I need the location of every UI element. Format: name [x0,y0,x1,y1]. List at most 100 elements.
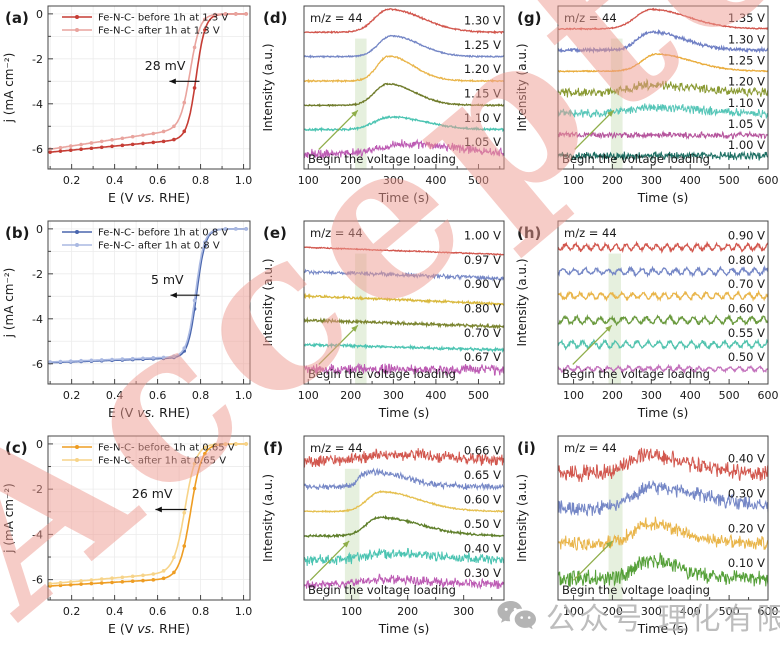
svg-text:Time (s): Time (s) [637,621,689,636]
svg-text:0.40 V: 0.40 V [464,542,501,556]
svg-text:Fe-N-C- before 1h at 0.8 V: Fe-N-C- before 1h at 0.8 V [98,228,228,239]
svg-text:Intensity (a.u.): Intensity (a.u.) [261,259,275,347]
svg-text:0.70 V: 0.70 V [728,277,765,291]
svg-text:100: 100 [298,174,319,187]
svg-text:Begin the voltage loading: Begin the voltage loading [308,367,456,381]
svg-text:300: 300 [641,605,662,618]
svg-text:300: 300 [641,389,662,402]
svg-text:-2: -2 [32,483,43,496]
svg-text:100: 100 [563,174,584,187]
svg-text:Intensity (a.u.): Intensity (a.u.) [261,44,275,132]
svg-text:(i): (i) [517,439,536,457]
svg-text:0.2: 0.2 [63,605,81,618]
svg-text:E (V vs. RHE): E (V vs. RHE) [108,405,190,420]
panel-f-chart: 0.66 V 0.65 V 0.60 V 0.50 V 0.40 V 0.30 V 100 2… [261,435,505,636]
svg-text:0.65 V: 0.65 V [464,468,501,482]
svg-text:j (mA cm⁻²): j (mA cm⁻²) [2,483,16,554]
svg-text:400: 400 [680,174,701,187]
svg-text:m/z = 44: m/z = 44 [564,441,617,455]
svg-text:-2: -2 [32,53,43,66]
svg-text:0.67 V: 0.67 V [464,350,501,364]
svg-text:0.8: 0.8 [192,605,210,618]
svg-text:28 mV: 28 mV [145,58,186,73]
svg-text:0.60 V: 0.60 V [464,493,501,507]
panel-h: 0.90 V 0.80 V 0.70 V 0.60 V 0.55 V 0.50 V 100 2… [512,215,780,430]
svg-text:1.15 V: 1.15 V [464,86,501,100]
svg-text:-2: -2 [32,268,43,281]
svg-text:0.80 V: 0.80 V [728,253,765,267]
svg-text:Time (s): Time (s) [378,190,430,205]
svg-text:Time (s): Time (s) [378,621,430,636]
svg-text:1.30 V: 1.30 V [728,32,765,46]
svg-text:0.6: 0.6 [149,389,167,402]
svg-text:200: 200 [602,389,623,402]
svg-text:0.4: 0.4 [106,389,124,402]
panel-a: 0.2 0.4 0.6 0.8 1.0 -6 -4 -2 0 E (V vs. RHE) j (mA… [0,0,258,215]
panel-b-chart: 0.2 0.4 0.6 0.8 1.0 -6 -4 -2 0 E (V vs. RHE) j (mA… [2,220,253,420]
svg-text:200: 200 [397,605,418,618]
svg-text:400: 400 [680,389,701,402]
svg-text:0.50 V: 0.50 V [464,517,501,531]
panel-f: 0.66 V 0.65 V 0.60 V 0.50 V 0.40 V 0.30 V 100 2… [258,430,512,646]
svg-text:1.10 V: 1.10 V [728,96,765,110]
svg-text:0.6: 0.6 [149,174,167,187]
panel-g: 1.35 V 1.30 V 1.25 V 1.20 V 1.10 V 1.05 V 1.00… [512,0,780,215]
svg-text:300: 300 [641,174,662,187]
svg-text:E (V vs. RHE): E (V vs. RHE) [108,190,190,205]
svg-text:-4: -4 [32,98,43,111]
panel-i: 0.40 V 0.30 V 0.20 V 0.10 V 100 200 300 400 500 6… [512,430,780,646]
panel-e: 1.00 V 0.97 V 0.90 V 0.80 V 0.70 V 0.67 V 100 2… [258,215,512,430]
panel-e-chart: 1.00 V 0.97 V 0.90 V 0.80 V 0.70 V 0.67 V 100 2… [261,220,505,420]
svg-text:0.8: 0.8 [192,174,210,187]
svg-text:-6: -6 [32,358,43,371]
svg-text:-6: -6 [32,143,43,156]
svg-text:1.30 V: 1.30 V [464,13,501,27]
svg-text:1.05 V: 1.05 V [728,117,765,131]
svg-text:0.2: 0.2 [63,174,81,187]
svg-text:0: 0 [36,223,43,236]
svg-text:m/z = 44: m/z = 44 [564,11,617,25]
svg-text:200: 200 [602,605,623,618]
svg-text:1.0: 1.0 [235,389,253,402]
svg-text:m/z = 44: m/z = 44 [564,226,617,240]
svg-text:0.10 V: 0.10 V [728,556,765,570]
svg-text:0.30 V: 0.30 V [464,566,501,580]
svg-text:(g): (g) [517,9,541,27]
svg-text:Fe-N-C- before 1h at 1.3 V: Fe-N-C- before 1h at 1.3 V [98,13,228,24]
svg-text:0.90 V: 0.90 V [728,228,765,242]
svg-text:0.20 V: 0.20 V [728,521,765,535]
svg-text:0.4: 0.4 [106,605,124,618]
svg-text:(h): (h) [517,224,541,242]
svg-text:200: 200 [340,174,361,187]
svg-text:0.66 V: 0.66 V [464,444,501,458]
svg-text:0.2: 0.2 [63,389,81,402]
svg-text:Intensity (a.u.): Intensity (a.u.) [261,474,275,562]
panel-h-chart: 0.90 V 0.80 V 0.70 V 0.60 V 0.55 V 0.50 V 100 2… [515,220,779,420]
svg-text:0.50 V: 0.50 V [728,350,765,364]
svg-text:Begin the voltage loading: Begin the voltage loading [308,152,456,166]
svg-text:E (V vs. RHE): E (V vs. RHE) [108,621,190,636]
svg-text:5 mV: 5 mV [151,272,184,287]
svg-text:(d): (d) [263,9,287,27]
svg-text:100: 100 [563,605,584,618]
svg-text:Begin the voltage loading: Begin the voltage loading [308,583,456,597]
svg-text:0: 0 [36,438,43,451]
panel-d-chart: 1.30 V 1.25 V 1.20 V 1.15 V 1.10 V 1.05 V 100 2… [261,5,505,205]
panel-g-chart: 1.35 V 1.30 V 1.25 V 1.20 V 1.10 V 1.05 V 1.00… [515,5,779,205]
svg-text:1.25 V: 1.25 V [728,53,765,67]
svg-text:1.10 V: 1.10 V [464,111,501,125]
panel-b: 0.2 0.4 0.6 0.8 1.0 -6 -4 -2 0 E (V vs. RHE) j (mA… [0,215,258,430]
svg-text:Intensity (a.u.): Intensity (a.u.) [515,259,529,347]
svg-text:-4: -4 [32,528,43,541]
svg-text:m/z = 44: m/z = 44 [310,226,363,240]
svg-text:j (mA cm⁻²): j (mA cm⁻²) [2,268,16,339]
svg-text:1.20 V: 1.20 V [464,62,501,76]
svg-text:600: 600 [758,174,779,187]
svg-text:400: 400 [425,174,446,187]
svg-text:-6: -6 [32,574,43,587]
svg-text:Time (s): Time (s) [637,405,689,420]
svg-text:0.55 V: 0.55 V [728,326,765,340]
svg-text:100: 100 [341,605,362,618]
